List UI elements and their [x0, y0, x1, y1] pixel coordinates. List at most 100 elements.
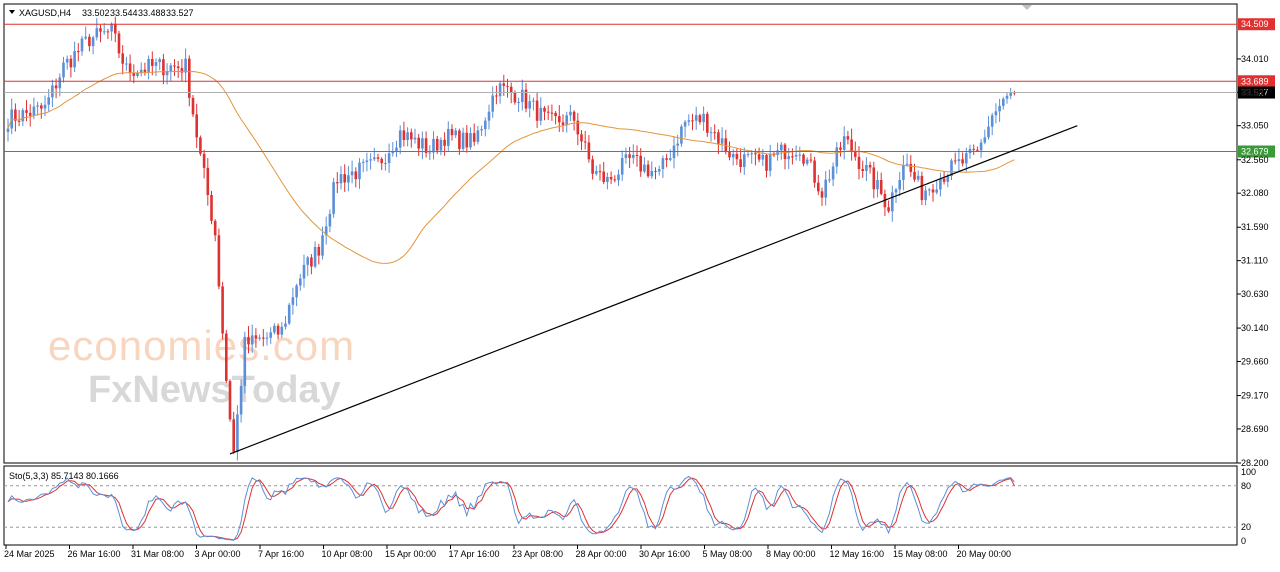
x-tick-label: 15 Apr 00:00: [385, 549, 436, 559]
candle: [158, 57, 161, 71]
candle: [28, 104, 32, 127]
candle: [983, 129, 987, 145]
candle: [302, 254, 306, 288]
watermark-fxnewstoday: FxNewsToday: [88, 369, 341, 411]
candle: [417, 133, 420, 156]
candle-body: [868, 164, 872, 168]
candle-body: [772, 154, 776, 156]
candle: [273, 323, 276, 335]
candle: [720, 127, 724, 152]
y-tick-label: 31.590: [1241, 222, 1269, 232]
stoch-signal-line: [7, 477, 1015, 541]
candle: [750, 150, 753, 164]
y-tick-label: 29.660: [1241, 356, 1269, 366]
y-tick-label: 33.530: [1241, 87, 1269, 97]
candle: [861, 160, 864, 178]
candle-body: [598, 171, 602, 173]
candle-body: [916, 175, 920, 180]
candle: [546, 105, 550, 121]
candle-body: [491, 95, 494, 112]
candle-body: [339, 174, 343, 184]
candle: [694, 106, 698, 130]
level-tag-label: 33.689: [1241, 76, 1269, 86]
candle-body: [524, 89, 528, 109]
candle: [106, 28, 110, 39]
candle-body: [243, 336, 247, 386]
candle-body: [879, 180, 883, 194]
candle-body: [250, 335, 254, 345]
candle-body: [417, 137, 420, 149]
candle-body: [6, 128, 10, 132]
candle: [91, 35, 95, 55]
candle-body: [32, 106, 36, 116]
candle: [62, 56, 65, 83]
candle: [639, 148, 642, 177]
candle: [472, 123, 476, 146]
candle-body: [36, 105, 39, 107]
candle-body: [817, 182, 820, 192]
level-price-tag: 32.679: [1238, 145, 1275, 158]
candle-body: [968, 148, 972, 154]
x-tick-label: 26 Mar 16:00: [68, 549, 121, 559]
candle: [624, 147, 628, 164]
candle: [768, 144, 772, 177]
candle: [554, 111, 557, 125]
candle: [620, 150, 624, 181]
candle: [110, 22, 113, 41]
candle-body: [709, 132, 713, 134]
candle-body: [580, 134, 583, 142]
candle-body: [195, 114, 198, 138]
candle-body: [831, 166, 835, 180]
candle-body: [794, 155, 798, 157]
x-tick-label: 30 Apr 16:00: [639, 549, 690, 559]
candle: [739, 148, 742, 173]
candle-body: [476, 130, 480, 142]
candle: [232, 411, 235, 454]
candle-body: [158, 59, 161, 63]
candle-body: [1009, 92, 1012, 96]
watermark-logo: economies.com FxNewsToday: [48, 322, 355, 411]
candle-body: [876, 180, 879, 190]
candle-body: [617, 174, 620, 181]
candle: [635, 145, 639, 167]
candle: [454, 127, 457, 139]
ohlc-open: 33.502: [82, 8, 110, 18]
candle: [343, 164, 346, 192]
candle: [865, 157, 868, 182]
x-tick-label: 7 Apr 16:00: [258, 549, 304, 559]
candle-body: [957, 159, 961, 162]
candle: [1005, 92, 1009, 104]
candle-body: [69, 58, 73, 68]
candle-body: [550, 112, 554, 114]
candle: [828, 169, 831, 183]
candle: [102, 23, 106, 35]
candle-body: [632, 154, 635, 158]
candle-body: [691, 120, 694, 122]
candle: [447, 121, 450, 151]
candle-body: [188, 58, 191, 98]
candle: [891, 185, 894, 222]
candle-body: [439, 139, 443, 151]
candle: [842, 126, 846, 160]
candle: [176, 60, 180, 78]
candle: [506, 78, 509, 98]
candle-body: [310, 257, 313, 267]
candle: [339, 166, 343, 190]
candle: [369, 153, 372, 170]
candle: [95, 18, 99, 41]
watermark-economies: economies.com: [48, 322, 355, 369]
candle-body: [587, 142, 591, 160]
candle-body: [891, 192, 894, 212]
candle: [398, 125, 402, 155]
candle: [824, 170, 827, 206]
candle: [765, 153, 768, 178]
candle: [295, 283, 298, 307]
candle-body: [743, 154, 746, 168]
candle-body: [713, 132, 716, 134]
candle-body: [350, 171, 354, 176]
x-tick-label: 31 Mar 08:00: [131, 549, 184, 559]
dropdown-triangle-icon[interactable]: [9, 10, 15, 14]
scroll-marker-icon[interactable]: [1022, 5, 1032, 10]
candle-body: [639, 155, 642, 172]
candle-body: [1002, 98, 1005, 106]
